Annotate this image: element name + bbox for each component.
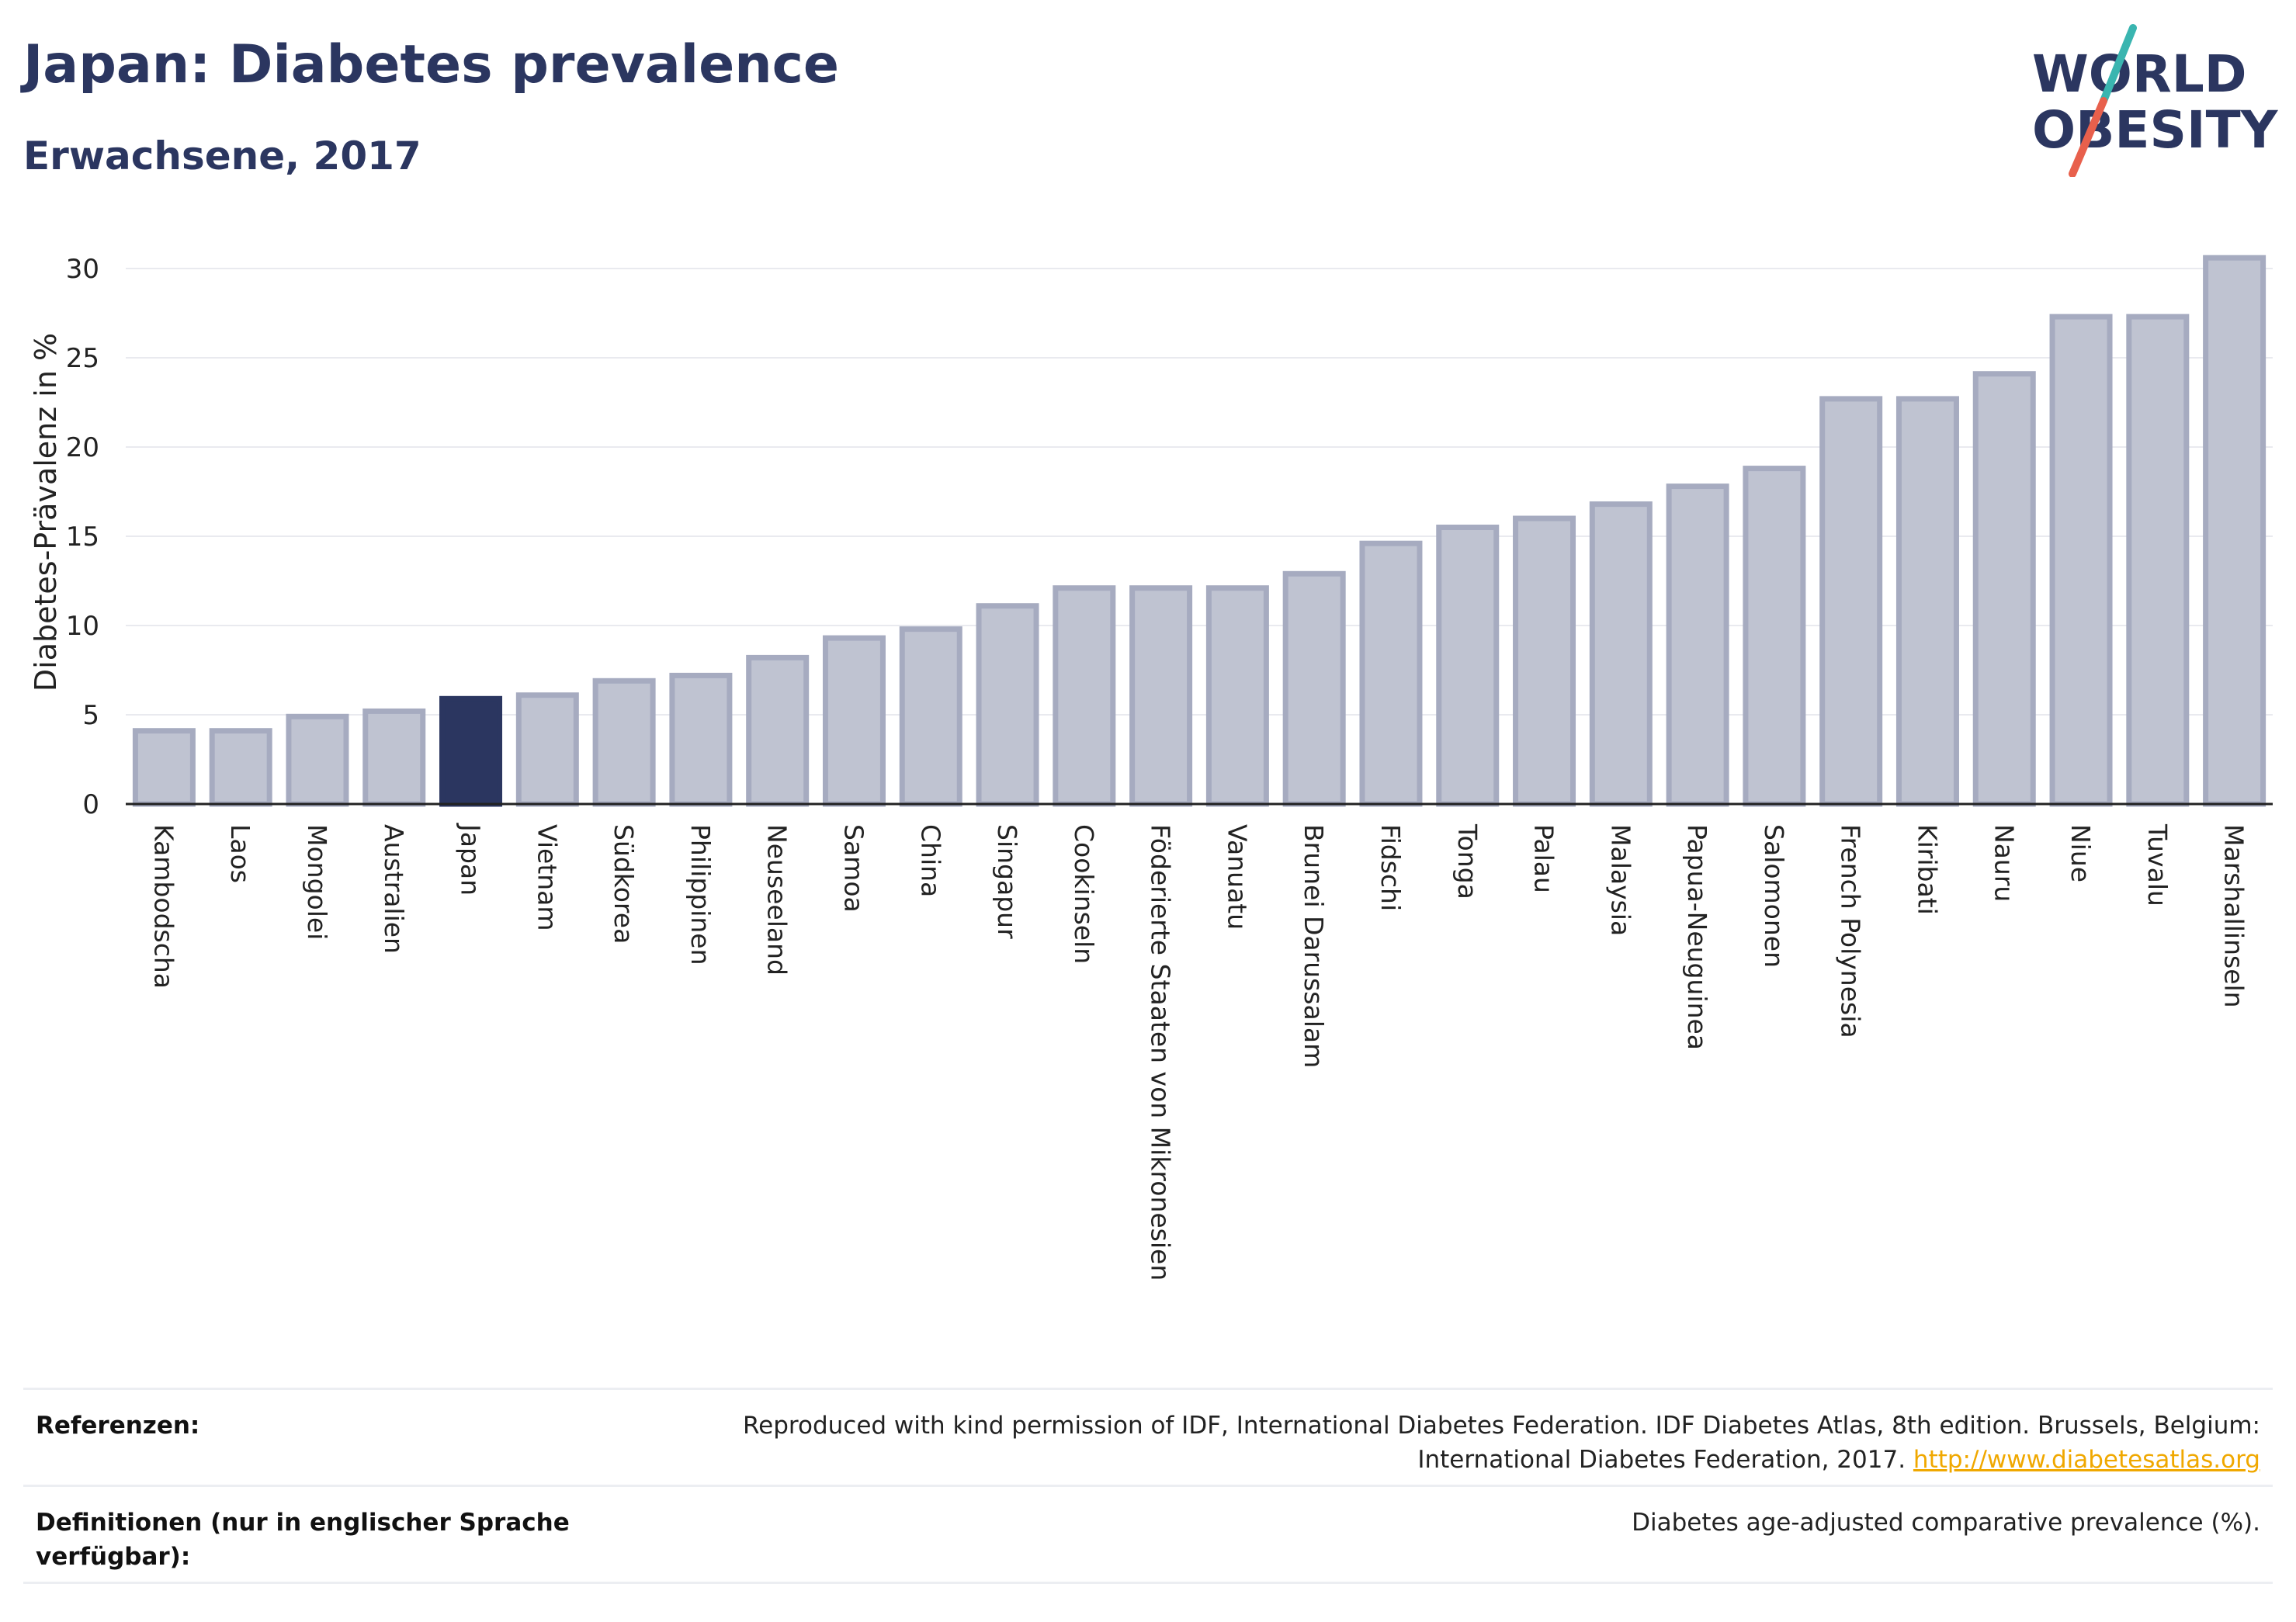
x-tick-label: Malaysia — [1605, 824, 1635, 936]
x-tick-label: Vietnam — [532, 824, 562, 931]
x-tick-label: Singapur — [992, 824, 1022, 939]
x-tick-label: Mongolei — [302, 824, 332, 940]
world-obesity-logo: WORLD OBESITY — [2032, 24, 2279, 177]
x-tick-label: Fidschi — [1375, 824, 1406, 911]
y-axis-title: Diabetes-Prävalenz in % — [29, 333, 63, 691]
x-tick-label: Südkorea — [609, 824, 639, 944]
bar — [1205, 585, 1269, 807]
references-value: Reproduced with kind permission of IDF, … — [630, 1409, 2260, 1477]
page-subtitle: Erwachsene, 2017 — [23, 133, 421, 178]
x-tick-label: Cookinseln — [1069, 824, 1099, 964]
bar — [1129, 585, 1193, 807]
bar — [2126, 314, 2190, 807]
y-tick-label: 15 — [66, 522, 99, 553]
x-tick-label: China — [915, 824, 945, 897]
bar — [1743, 466, 1806, 807]
bar — [439, 695, 503, 807]
logo-slash-red — [2069, 97, 2107, 177]
page-title: Japan: Diabetes prevalence — [23, 34, 840, 95]
x-tick-label: Vanuatu — [1222, 824, 1252, 930]
logo-slash-teal — [2100, 24, 2137, 105]
bar-chart: 0 5 10 15 20 25 30 Kambodscha Laos Mongolei Austra… — [29, 254, 2273, 1281]
footer: Referenzen: Reproduced with kind permiss… — [23, 1388, 2273, 1584]
x-tick-label: Japan — [456, 823, 486, 896]
x-tick-label: Nauru — [1989, 824, 2019, 902]
definitions-value: Diabetes age-adjusted comparative preval… — [1632, 1509, 2260, 1537]
bar — [1513, 515, 1576, 807]
y-tick-label: 5 — [82, 700, 99, 731]
bar — [746, 654, 810, 807]
references-link[interactable]: http://www.diabetesatlas.org — [1913, 1446, 2260, 1474]
y-tick-label: 10 — [66, 611, 99, 642]
bar — [1819, 396, 1883, 807]
x-tick-label: French Polynesia — [1836, 824, 1866, 1038]
bar-layer — [132, 255, 2267, 807]
logo-line2: OBESITY — [2032, 100, 2279, 160]
bar — [2049, 314, 2113, 807]
x-tick-label: Samoa — [838, 824, 869, 913]
bar — [669, 672, 733, 807]
definitions-label: Definitionen (nur in englischer Sprache … — [36, 1509, 570, 1571]
logo-line1: WORLD — [2032, 44, 2247, 104]
y-tick-label: 25 — [66, 343, 99, 374]
references-text: Reproduced with kind permission of IDF, … — [743, 1412, 2260, 1474]
bar — [1666, 483, 1729, 807]
bar — [1053, 585, 1116, 807]
x-tick-label: Salomonen — [1759, 824, 1789, 968]
x-tick-label: Niue — [2065, 824, 2096, 882]
y-tick-label: 20 — [66, 432, 99, 463]
bar — [1895, 396, 1959, 807]
bar — [515, 692, 579, 807]
x-tick-label: Neuseeland — [762, 824, 793, 976]
x-tick-label: Brunei Darussalam — [1299, 824, 1329, 1068]
bar — [1359, 540, 1423, 807]
label-layer: 0 5 10 15 20 25 30 Kambodscha Laos Mongolei Austra… — [66, 254, 2273, 1281]
bar — [1282, 570, 1346, 807]
x-tick-label: Tuvalu — [2142, 823, 2173, 906]
y-tick-label: 30 — [66, 254, 99, 285]
bar — [976, 603, 1039, 807]
bar — [286, 713, 349, 807]
bar — [822, 635, 886, 807]
bar — [1972, 371, 2036, 807]
references-row: Referenzen: Reproduced with kind permiss… — [23, 1388, 2273, 1485]
x-tick-label: Marshallinseln — [2219, 824, 2249, 1008]
x-tick-label: Palau — [1529, 824, 1559, 893]
x-tick-label: Papua-Neuguinea — [1682, 824, 1712, 1050]
bar — [899, 626, 962, 807]
definitions-row: Definitionen (nur in englischer Sprache … — [23, 1485, 2273, 1584]
x-tick-label: Föderierte Staaten von Mikronesien — [1146, 824, 1176, 1281]
bar — [132, 728, 196, 807]
x-tick-label: Laos — [225, 824, 255, 883]
bar — [1436, 525, 1500, 807]
x-tick-label: Philippinen — [685, 824, 716, 965]
x-tick-label: Tonga — [1452, 823, 1483, 899]
bar — [2203, 255, 2267, 807]
x-tick-label: Australien — [379, 824, 409, 954]
x-tick-label: Kiribati — [1912, 824, 1942, 915]
y-tick-label: 0 — [82, 789, 99, 820]
bar — [592, 678, 656, 807]
bar — [209, 728, 272, 807]
bar — [1589, 501, 1653, 807]
x-tick-label: Kambodscha — [148, 824, 179, 989]
references-label: Referenzen: — [36, 1412, 200, 1440]
bar — [362, 708, 426, 807]
